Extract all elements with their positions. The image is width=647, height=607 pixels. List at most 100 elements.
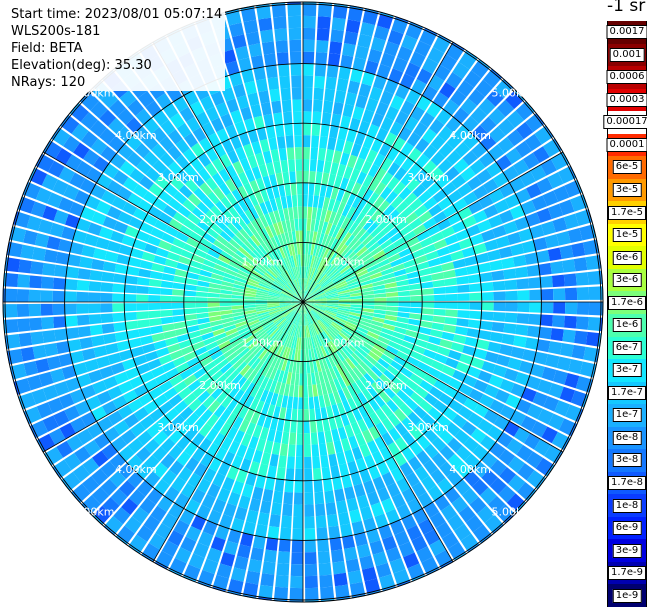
ray-gate <box>540 275 553 288</box>
ray-gate <box>109 470 126 488</box>
ray-gate <box>296 278 301 291</box>
ray-gate <box>380 267 394 276</box>
ray-gate <box>453 158 469 174</box>
ray-gate <box>178 386 192 400</box>
ray-gate <box>197 390 211 404</box>
colorbar-swatch: 1.7e-9 <box>607 561 647 585</box>
ray-gate <box>286 269 294 281</box>
ray-gate <box>278 184 286 198</box>
ray-gate <box>320 278 331 287</box>
ray-gate <box>5 319 19 334</box>
ray-gate <box>499 467 517 484</box>
ray-gate <box>52 466 62 479</box>
ray-gate <box>322 418 331 432</box>
ray-gate <box>291 302 303 305</box>
ray-gate <box>258 584 274 599</box>
ray-gate <box>231 305 244 310</box>
ray-gate <box>303 294 313 302</box>
ray-gate <box>452 41 465 51</box>
ray-gate <box>423 501 440 518</box>
range-label: 1.00km <box>323 255 365 268</box>
ray-gate <box>505 91 523 110</box>
ray-gate <box>330 113 342 127</box>
ray-gate <box>137 90 155 108</box>
ray-gate <box>305 587 319 600</box>
ray-gate <box>67 254 82 267</box>
ray-gate <box>284 309 295 318</box>
ray-gate <box>377 335 391 345</box>
ray-gate <box>516 444 533 462</box>
ray-gate <box>334 90 347 104</box>
ray-gate <box>130 248 144 259</box>
ray-gate <box>359 279 372 287</box>
ray-gate <box>151 143 167 159</box>
ray-gate <box>392 136 406 152</box>
ray-gate <box>167 530 184 547</box>
ray-gate <box>384 282 398 289</box>
ray-gate <box>112 303 125 312</box>
ray-gate <box>293 111 302 124</box>
ray-gate <box>248 498 261 512</box>
ray-gate <box>487 495 506 514</box>
ray-gate <box>531 421 548 438</box>
ray-gate <box>293 294 303 302</box>
ray-gate <box>378 524 393 540</box>
ray-gate <box>91 406 107 422</box>
ray-gate <box>297 325 301 338</box>
ray-gate <box>220 551 236 567</box>
ray-gate <box>251 486 264 501</box>
ray-gate <box>249 461 260 475</box>
ray-gate <box>233 555 249 571</box>
ray-gate <box>53 209 69 225</box>
ray-gate <box>256 5 272 20</box>
ray-gate <box>88 281 102 292</box>
ray-gate <box>303 299 315 302</box>
ray-gate <box>289 432 297 445</box>
ray-gate <box>327 341 336 354</box>
ray-gate <box>258 315 271 322</box>
ray-gate <box>208 311 221 317</box>
ray-gate <box>117 525 135 544</box>
ray-gate <box>256 413 267 427</box>
ray-gate <box>206 382 219 395</box>
ray-gate <box>35 187 52 204</box>
ray-gate <box>547 247 562 262</box>
ray-gate <box>469 159 486 175</box>
ray-gate <box>82 476 100 494</box>
ray-gate <box>138 268 152 278</box>
ray-gate <box>172 356 187 367</box>
ray-gate <box>128 337 142 349</box>
ray-gate <box>205 428 219 442</box>
ray-gate <box>303 421 310 434</box>
ray-gate <box>441 331 455 342</box>
ray-gate <box>223 272 237 280</box>
ray-gate <box>372 551 388 567</box>
ray-gate <box>422 128 437 144</box>
ray-gate <box>280 233 288 246</box>
ray-gate <box>489 399 505 414</box>
ray-gate <box>9 348 24 364</box>
ray-gate <box>362 429 374 444</box>
ray-gate <box>188 330 201 339</box>
ray-gate <box>243 307 256 312</box>
ray-gate <box>466 366 482 379</box>
colorbar-swatch: 1e-7 <box>608 404 646 428</box>
ray-gate <box>257 313 270 320</box>
ray-gate <box>152 159 168 175</box>
ray-gate <box>303 99 313 112</box>
ray-gate <box>536 177 553 194</box>
ray-gate <box>319 317 330 328</box>
ray-gate <box>429 539 447 556</box>
ray-gate <box>411 78 427 95</box>
ray-gate <box>452 198 468 212</box>
ray-gate <box>418 190 432 204</box>
ray-gate <box>24 182 41 200</box>
ray-gate <box>246 222 258 235</box>
ray-gate <box>359 443 371 458</box>
ray-gate <box>66 327 80 340</box>
ray-gate <box>249 251 261 263</box>
ray-gate <box>325 309 338 315</box>
ray-gate <box>204 254 218 264</box>
ray-gate <box>72 229 88 244</box>
